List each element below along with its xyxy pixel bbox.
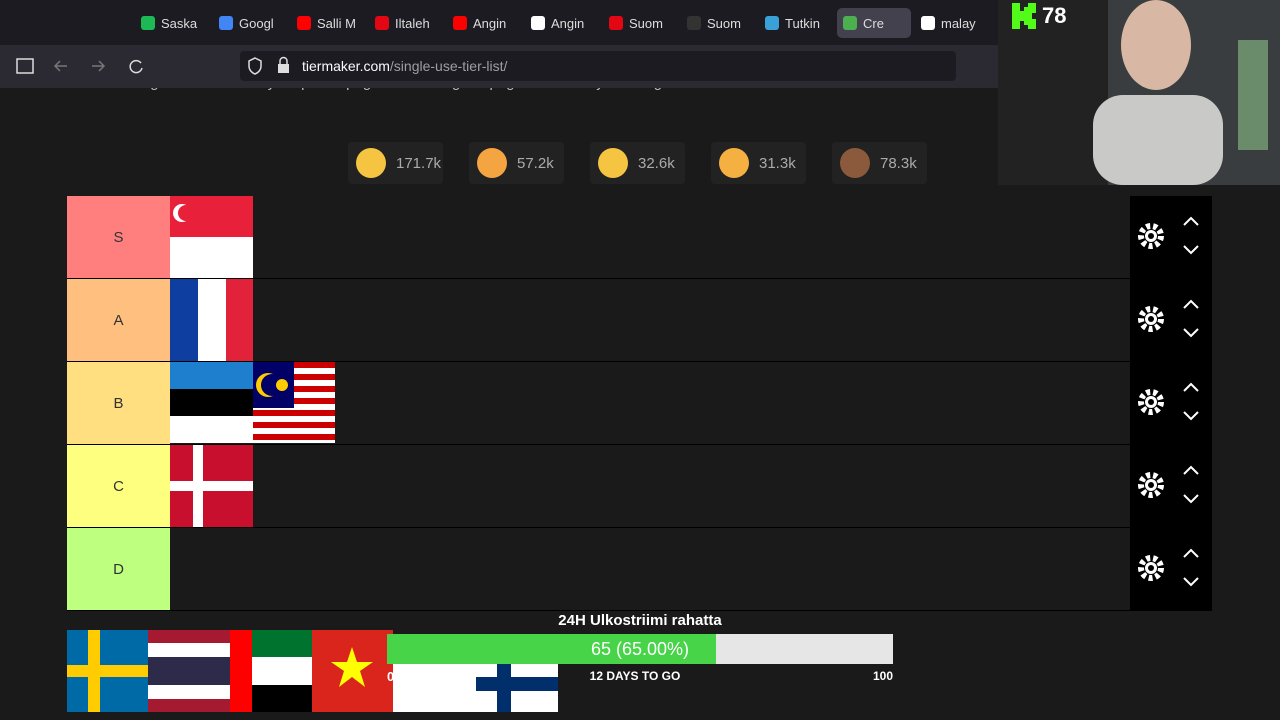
tab-title: Angin — [473, 15, 507, 31]
tab-title: Saska — [161, 15, 198, 31]
reaction-emoji — [719, 148, 749, 178]
goal-track — [387, 634, 893, 664]
tab-favicon — [219, 16, 233, 30]
tier-control-icons[interactable] — [1130, 196, 1212, 279]
url-host: tiermaker.com — [302, 58, 390, 74]
counter-value: 78 — [1042, 3, 1067, 28]
tier-control-icons[interactable] — [1130, 528, 1212, 611]
tab-favicon — [375, 16, 389, 30]
tab-title: Iltaleh — [395, 15, 430, 31]
security-icons — [248, 56, 289, 75]
tab-favicon — [687, 16, 701, 30]
browser-tab[interactable]: malay — [915, 8, 989, 38]
tab-title: Googl — [239, 15, 274, 31]
flag-finland — [393, 660, 558, 712]
tier-row: D — [67, 528, 1130, 611]
browser-tab[interactable]: Salli M — [291, 8, 365, 38]
tab-favicon — [297, 16, 311, 30]
tier-label[interactable]: B — [67, 362, 170, 444]
url-path: /single-use-tier-list/ — [389, 58, 508, 74]
browser-tab[interactable]: Iltaleh — [369, 8, 443, 38]
reaction-count: 57.2k — [517, 154, 554, 172]
tier-row: B — [67, 362, 1130, 445]
tab-favicon — [921, 16, 935, 30]
flag-uae — [230, 630, 312, 712]
browser-tab[interactable]: Googl — [213, 8, 287, 38]
tab-title: Cre — [863, 15, 884, 31]
url-bar[interactable]: tiermaker.com/single-use-tier-list/ — [240, 51, 956, 81]
tab-title: Suom — [707, 15, 741, 31]
reaction-button[interactable]: 32.6k — [590, 142, 685, 184]
reaction-button[interactable]: 57.2k — [469, 142, 564, 184]
webcam-scene — [998, 0, 1268, 185]
tier-controls — [1130, 528, 1212, 611]
reaction-emoji — [477, 148, 507, 178]
flag-sweden — [67, 630, 148, 712]
tab-title: Suom — [629, 15, 663, 31]
flag-vietnam — [312, 630, 393, 712]
tab-title: Tutkin — [785, 15, 820, 31]
reaction-emoji — [840, 148, 870, 178]
goal-max: 100 — [872, 669, 893, 683]
tab-favicon — [609, 16, 623, 30]
tab-favicon — [141, 16, 155, 30]
tier-controls — [1130, 279, 1212, 362]
tier-label[interactable]: C — [67, 445, 170, 527]
goal-fill — [387, 634, 716, 664]
browser-tab[interactable]: Cre — [837, 8, 911, 38]
kick-logo — [1012, 3, 1036, 29]
browser-tab[interactable]: Suom — [603, 8, 677, 38]
goal-days: 12 DAYS TO GO — [589, 669, 681, 683]
tier-controls — [1130, 362, 1212, 445]
browser-tab[interactable]: Suom — [681, 8, 755, 38]
reaction-count: 78.3k — [880, 154, 917, 172]
notice-text: to save a single-use tier list to your p… — [66, 88, 782, 91]
tier-label[interactable]: A — [67, 279, 170, 361]
goal-label: 65 (65.00%) — [590, 639, 690, 659]
webcam — [998, 0, 1280, 185]
tier-control-icons[interactable] — [1130, 362, 1212, 445]
reaction-button[interactable]: 31.3k — [711, 142, 806, 184]
tier-row: A — [67, 279, 1130, 362]
reaction-count: 31.3k — [759, 154, 796, 172]
tier-row: S — [67, 196, 1130, 279]
reaction-button[interactable]: 78.3k — [832, 142, 927, 184]
browser-tab[interactable]: Saska — [135, 8, 209, 38]
tab-title: Salli M — [317, 15, 357, 31]
tab-favicon — [531, 16, 545, 30]
goal-title: 24H Ulkostriimi rahatta — [558, 612, 722, 629]
tab-favicon — [765, 16, 779, 30]
reaction-count: 171.7k — [396, 154, 442, 172]
reaction-count: 32.6k — [638, 154, 675, 172]
tier-controls — [1130, 196, 1212, 279]
tier-label[interactable]: D — [67, 528, 170, 610]
tier-label[interactable]: S — [67, 196, 170, 278]
browser-tab[interactable]: Tutkin — [759, 8, 833, 38]
tier-row: C — [67, 445, 1130, 528]
tab-favicon — [843, 16, 857, 30]
nav-icons — [16, 58, 143, 74]
browser-tab[interactable]: Angin — [447, 8, 521, 38]
kick-counter: 78 — [1012, 3, 1066, 29]
tab-title: Angin — [551, 15, 585, 31]
tier-controls — [1130, 445, 1212, 528]
flag-thailand — [148, 630, 230, 712]
tab-title: malay — [941, 15, 976, 31]
tab-favicon — [453, 16, 467, 30]
goal-min: 0 — [387, 669, 395, 684]
reaction-emoji — [598, 148, 628, 178]
reaction-button[interactable]: 171.7k — [348, 142, 443, 184]
reaction-emoji — [356, 148, 386, 178]
browser-tab[interactable]: Angin — [525, 8, 599, 38]
tier-control-icons[interactable] — [1130, 279, 1212, 362]
tier-control-icons[interactable] — [1130, 445, 1212, 528]
